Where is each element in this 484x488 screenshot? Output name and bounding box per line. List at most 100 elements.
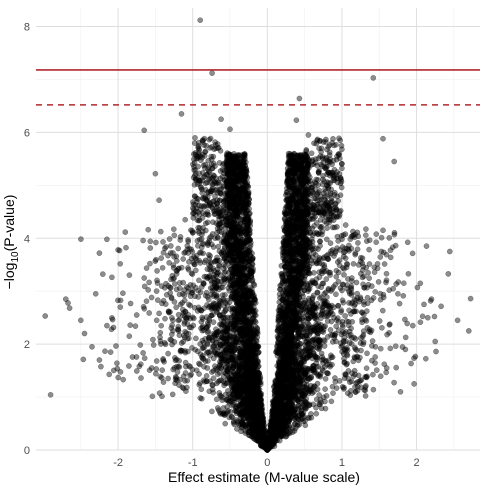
data-point	[234, 396, 241, 403]
data-point	[140, 237, 146, 244]
data-point	[203, 142, 210, 149]
data-point	[337, 137, 344, 144]
data-point	[341, 271, 347, 278]
data-point	[154, 297, 161, 303]
data-point	[191, 254, 197, 260]
data-point	[228, 324, 234, 331]
data-point	[322, 398, 328, 405]
data-point	[306, 401, 313, 408]
data-point	[208, 144, 215, 150]
data-point	[402, 334, 409, 341]
data-point	[214, 405, 221, 411]
data-point	[145, 226, 151, 233]
data-point	[133, 368, 140, 374]
data-point	[423, 243, 430, 249]
data-point	[191, 140, 198, 146]
data-point	[362, 393, 369, 399]
data-point	[190, 315, 197, 322]
data-point	[193, 335, 199, 342]
data-point	[207, 253, 213, 259]
data-point	[333, 385, 340, 391]
data-point	[208, 348, 214, 354]
data-point	[212, 258, 218, 265]
data-point	[333, 206, 340, 213]
data-point	[143, 265, 150, 271]
data-point	[212, 139, 218, 145]
data-point	[359, 267, 366, 274]
data-point	[146, 310, 152, 316]
data-point	[185, 236, 191, 243]
data-point	[366, 261, 373, 267]
data-point	[331, 189, 338, 196]
data-point	[438, 303, 444, 310]
data-point	[348, 335, 355, 341]
data-point	[171, 232, 178, 239]
data-point	[158, 255, 164, 261]
data-point	[186, 259, 192, 265]
data-point	[315, 246, 321, 252]
data-point	[205, 296, 212, 303]
data-point	[383, 279, 389, 286]
data-point	[312, 304, 319, 311]
data-point	[366, 246, 372, 253]
data-point	[339, 342, 346, 349]
data-point	[330, 390, 336, 396]
data-point	[171, 339, 178, 345]
data-point	[316, 274, 323, 281]
data-point	[170, 275, 176, 282]
data-point	[206, 388, 213, 395]
data-point	[126, 363, 132, 369]
data-point	[132, 323, 139, 329]
data-point	[405, 270, 412, 277]
data-point	[305, 341, 311, 348]
data-point	[159, 300, 165, 307]
data-point	[343, 338, 349, 345]
data-point	[102, 348, 108, 355]
data-point	[381, 261, 388, 267]
data-point	[374, 261, 381, 267]
data-point	[214, 229, 220, 236]
data-point	[120, 290, 126, 297]
data-point	[387, 247, 394, 253]
data-point	[350, 358, 357, 365]
data-point	[318, 350, 325, 357]
data-point	[364, 300, 371, 307]
data-point	[221, 277, 227, 283]
data-point	[189, 229, 196, 236]
data-point	[232, 407, 238, 414]
data-point	[323, 252, 330, 259]
data-point	[317, 217, 324, 223]
data-point	[320, 176, 326, 183]
data-point	[80, 356, 87, 363]
data-point	[335, 213, 342, 220]
data-point	[169, 322, 175, 329]
data-point	[313, 176, 320, 183]
data-point	[323, 136, 329, 143]
data-point	[362, 316, 368, 323]
data-point	[408, 360, 414, 367]
data-point	[236, 388, 243, 395]
data-point	[209, 186, 215, 192]
data-point	[348, 341, 355, 347]
data-point	[228, 350, 235, 357]
data-point	[377, 345, 384, 352]
data-point	[323, 393, 330, 399]
data-point	[396, 300, 403, 307]
data-point	[154, 280, 161, 286]
data-point	[176, 316, 183, 323]
data-point	[209, 408, 215, 415]
data-point	[157, 228, 164, 235]
data-point	[109, 316, 116, 323]
data-point	[165, 252, 171, 259]
data-point	[213, 292, 220, 299]
data-point	[180, 256, 186, 262]
data-point	[210, 319, 217, 325]
data-point	[181, 321, 188, 327]
data-point	[109, 274, 115, 281]
data-point	[211, 272, 217, 278]
data-point	[188, 371, 194, 378]
data-point	[137, 361, 144, 368]
data-point	[225, 387, 231, 394]
data-point	[204, 219, 211, 226]
data-point	[353, 279, 360, 286]
